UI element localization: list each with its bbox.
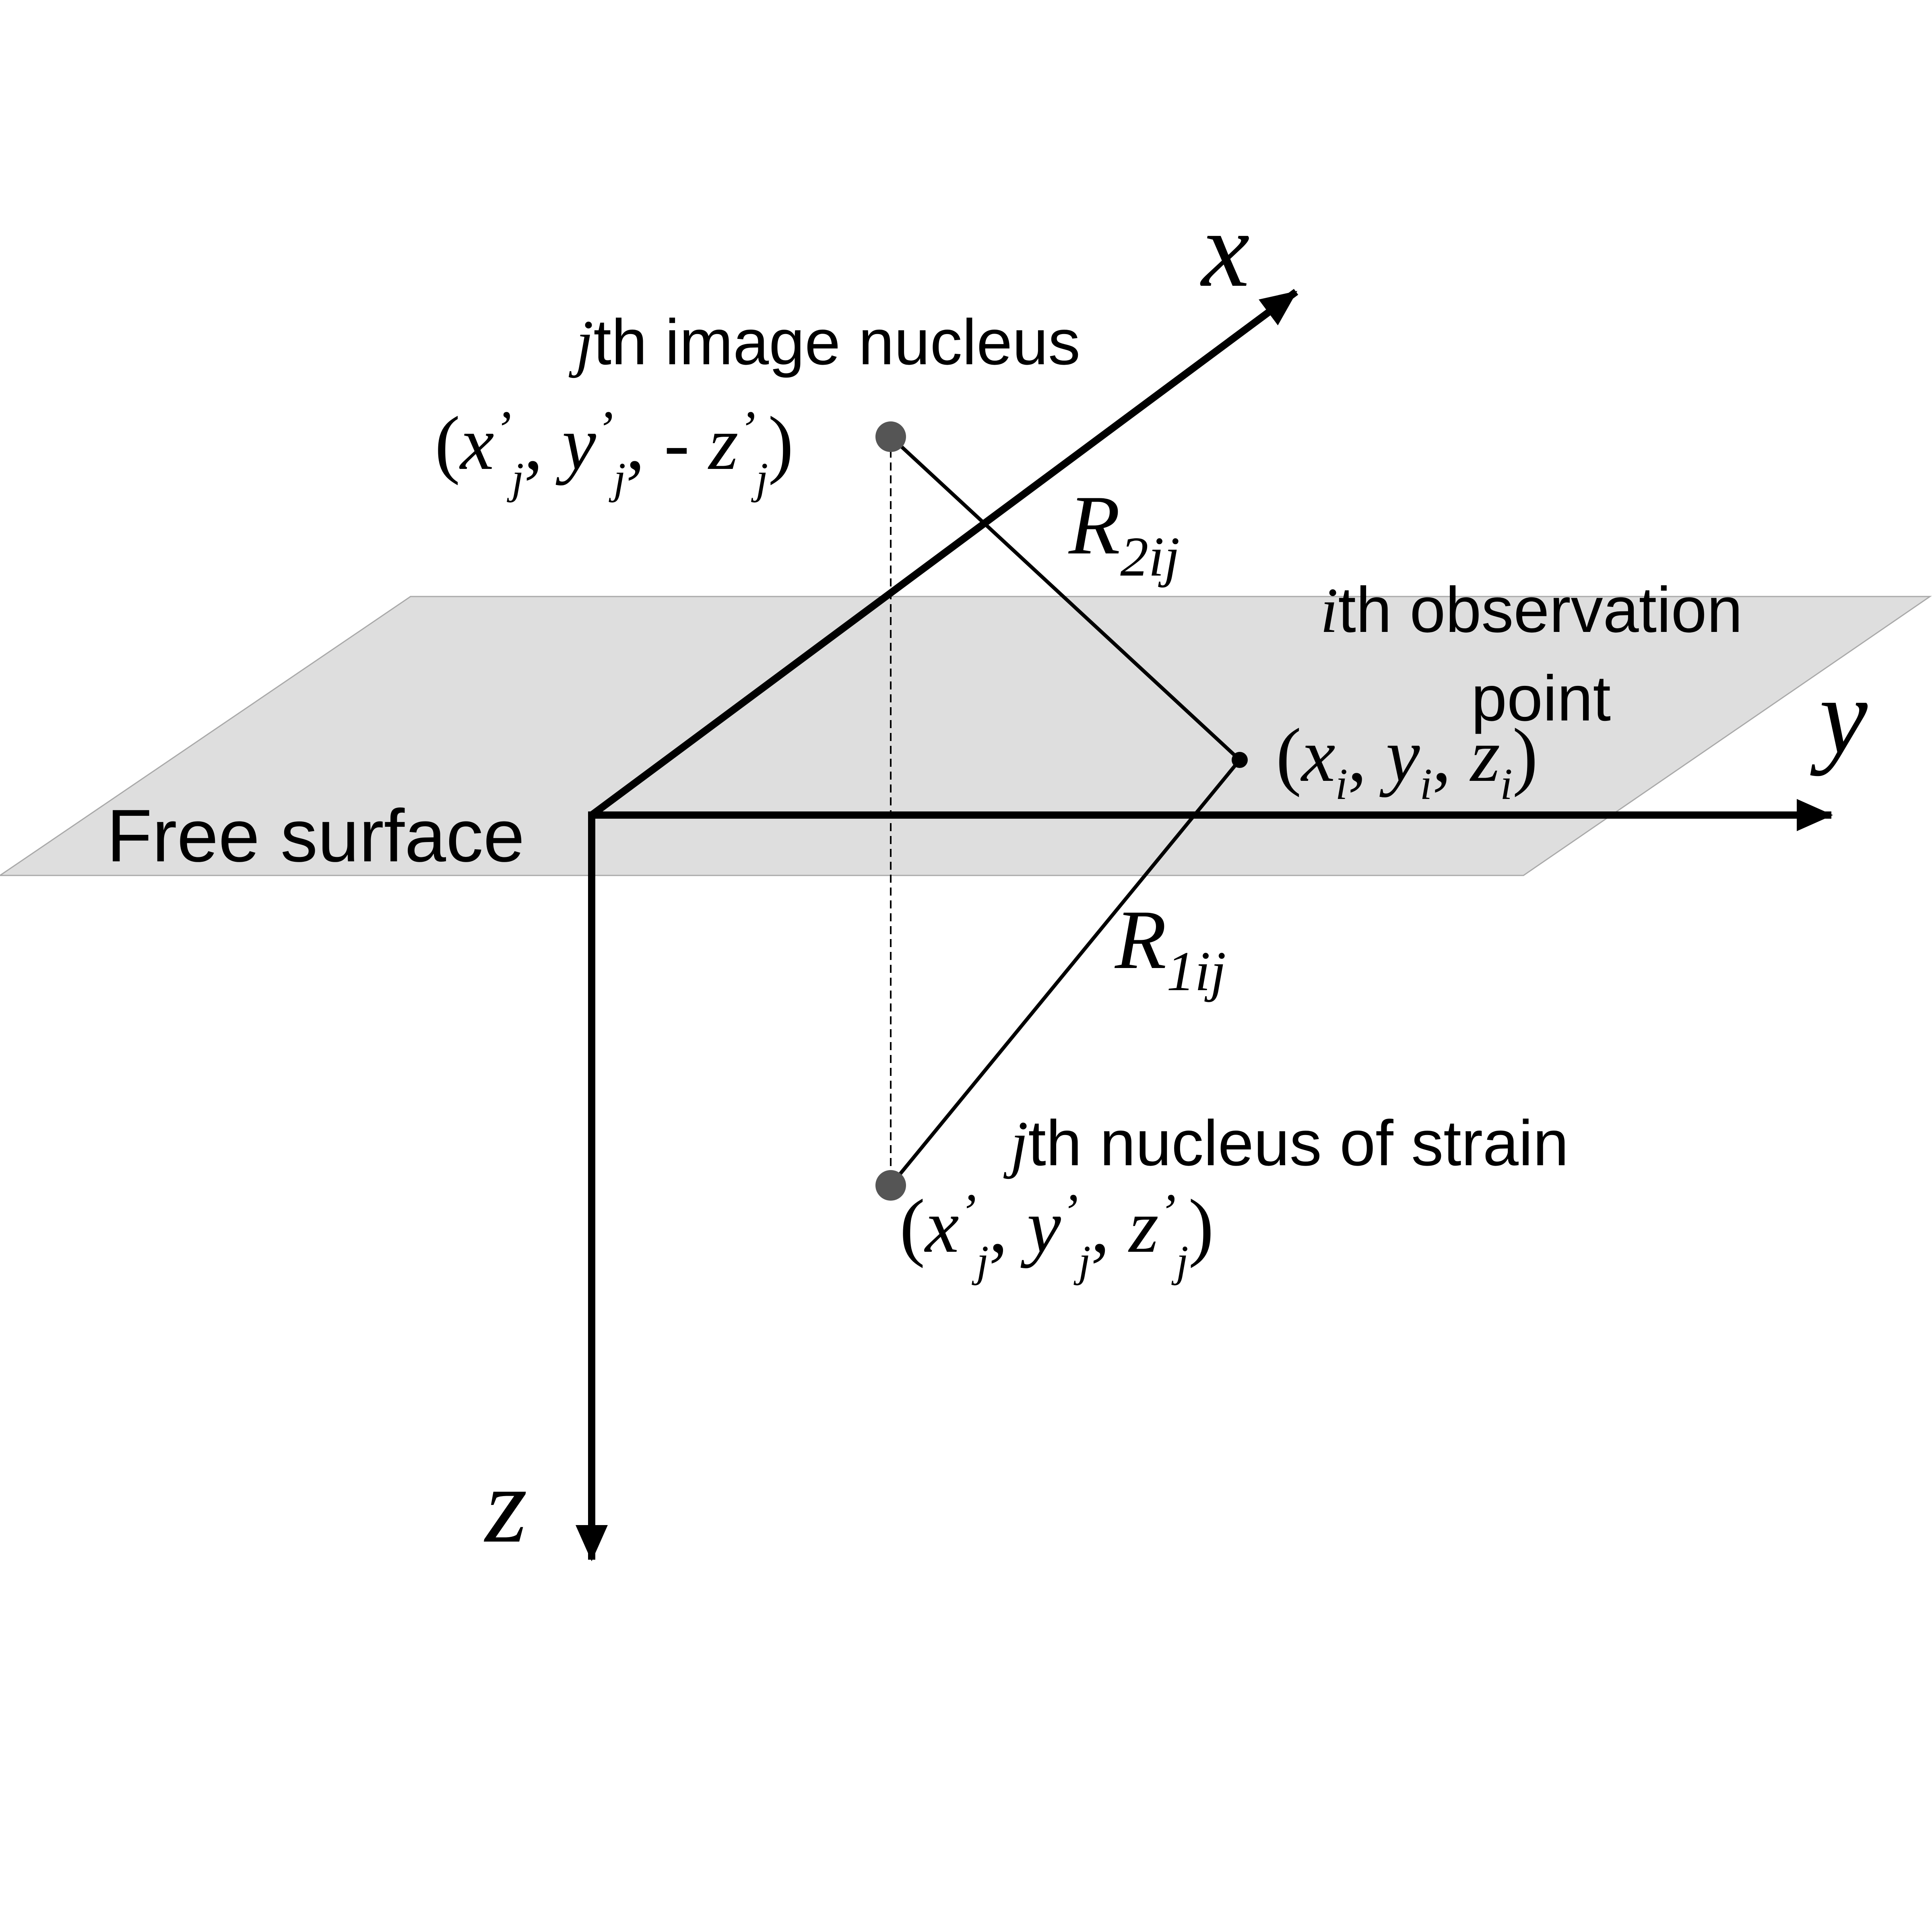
image-nucleus-coordinates: (x’j, y’j, - z’j) xyxy=(435,400,794,503)
x-axis-label: x xyxy=(1200,189,1250,310)
r2ij-label: R2ij xyxy=(1068,479,1180,588)
observation-point-title-line2: point xyxy=(1471,662,1611,734)
paren-close: ) xyxy=(768,401,793,486)
r1ij-subscript: 1ij xyxy=(1166,940,1226,1003)
observation-point-title-line1: ith observation xyxy=(1320,574,1743,646)
prime: ’ xyxy=(1061,1183,1078,1241)
paren-open: ( xyxy=(435,401,460,486)
prime: ’ xyxy=(494,400,512,458)
paren-close: ) xyxy=(1189,1184,1214,1269)
r1ij-main: R xyxy=(1114,893,1166,987)
prime: ’ xyxy=(738,400,755,458)
coord-x: x xyxy=(1300,713,1335,798)
x-axis xyxy=(589,289,1298,818)
r1ij-label: R1ij xyxy=(1114,893,1226,1003)
paren-open: ( xyxy=(900,1184,925,1269)
strain-nucleus-dot xyxy=(875,1170,906,1201)
separator: , xyxy=(1091,1184,1129,1269)
subscript: i xyxy=(1335,760,1348,809)
observation-point-coordinates: (xi, yi, zi) xyxy=(1276,713,1538,809)
free-surface-label: Free surface xyxy=(107,795,524,877)
observation-point-title-index: i xyxy=(1320,574,1338,646)
strain-nucleus-title: jth nucleus of strain xyxy=(1003,1107,1569,1179)
separator: , xyxy=(989,1184,1027,1269)
image-nucleus-title-index: j xyxy=(568,307,593,378)
subscript: j xyxy=(1073,1236,1091,1286)
observation-point-title-text: th observation xyxy=(1338,574,1742,646)
observation-point-dot xyxy=(1232,752,1248,768)
r1ij-line xyxy=(889,759,1241,1187)
z-axis-label: z xyxy=(483,1445,528,1565)
paren-open: ( xyxy=(1276,713,1301,798)
subscript: j xyxy=(507,454,524,503)
separator: , xyxy=(1432,713,1470,798)
prime: ’ xyxy=(596,400,613,458)
subscript: i xyxy=(1500,760,1513,809)
subscript: i xyxy=(1420,760,1432,809)
coord-y: y xyxy=(1379,713,1420,798)
strain-nucleus-title-index: j xyxy=(1003,1108,1028,1179)
image-nucleus-dot xyxy=(875,421,906,452)
subscript: j xyxy=(751,454,768,503)
y-axis-label: y xyxy=(1809,656,1869,776)
prime: ’ xyxy=(959,1183,976,1241)
coord-y: y xyxy=(555,401,596,486)
strain-nucleus-coordinates: (x’j, y’j, z’j) xyxy=(900,1183,1214,1286)
coord-z: z xyxy=(707,401,738,486)
r2ij-line xyxy=(889,435,1241,762)
r2ij-main: R xyxy=(1068,479,1120,572)
separator: , xyxy=(1348,713,1386,798)
image-nucleus-title: jth image nucleus xyxy=(568,306,1080,378)
separator: , - xyxy=(626,401,709,486)
coord-y: y xyxy=(1020,1184,1061,1269)
image-nucleus-title-text: th image nucleus xyxy=(593,306,1080,378)
free-surface-plane xyxy=(0,596,1932,876)
r2ij-subscript: 2ij xyxy=(1120,526,1180,588)
coord-x: x xyxy=(459,401,494,486)
subscript: j xyxy=(1171,1236,1189,1286)
separator: , xyxy=(524,401,562,486)
subscript: j xyxy=(972,1236,989,1286)
coord-x: x xyxy=(924,1184,959,1269)
coord-z: z xyxy=(1128,1184,1159,1269)
subscript: j xyxy=(609,454,626,503)
strain-nucleus-title-text: th nucleus of strain xyxy=(1028,1107,1569,1179)
paren-close: ) xyxy=(1513,713,1538,798)
coord-z: z xyxy=(1469,713,1500,798)
prime: ’ xyxy=(1159,1183,1176,1241)
